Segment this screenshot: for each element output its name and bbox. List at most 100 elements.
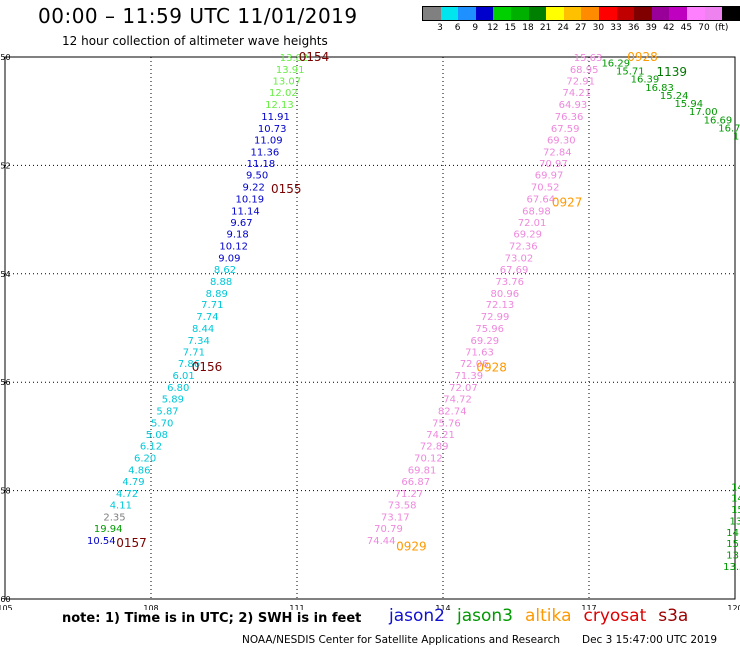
wave-height-value: 74.21 — [563, 88, 592, 99]
wave-height-value: 71.39 — [454, 371, 483, 382]
wave-height-value: 75.96 — [475, 324, 504, 335]
wave-height-value: 4.72 — [116, 489, 138, 500]
wave-height-value: 13.82 — [280, 53, 309, 64]
wave-height-value: 6.01 — [172, 371, 194, 382]
wave-height-value: 14 — [731, 494, 740, 505]
wave-height-value: 70.52 — [531, 183, 560, 194]
wave-height-value: 14.0 — [726, 528, 740, 539]
wave-height-value: 19.94 — [94, 524, 123, 535]
satellite-label-cryosat: cryosat — [583, 606, 647, 626]
wave-height-value: 15.71 — [616, 67, 645, 78]
wave-height-value: 10.54 — [87, 536, 116, 547]
wave-height-value: 72.01 — [518, 218, 547, 229]
wave-height-value: 73.58 — [388, 501, 417, 512]
wave-height-value: 8.88 — [210, 277, 232, 288]
legend-label: 39 — [645, 23, 657, 33]
wave-height-value: 16.83 — [645, 83, 674, 94]
legend-label: (ft) — [714, 23, 729, 33]
wave-height-value: 16.39 — [631, 75, 660, 86]
wave-height-value: 8.62 — [214, 265, 236, 276]
wave-height-value: 74.72 — [443, 394, 472, 405]
wave-height-value: 13.30 — [723, 562, 740, 573]
y-tick-label: -60 — [0, 595, 11, 604]
legend-label: 12 — [487, 23, 499, 33]
wave-height-value: 10.73 — [258, 124, 287, 135]
x-tick-label: 120 — [727, 604, 740, 610]
legend-swatch — [634, 7, 652, 20]
legend-label: 30 — [592, 23, 605, 33]
legend-label: 18 — [522, 23, 534, 33]
legend-label: 45 — [680, 23, 693, 33]
wave-height-value: 82.74 — [438, 406, 467, 417]
wave-height-value: 6.20 — [134, 454, 156, 465]
pass-time-label: 0156 — [192, 360, 223, 374]
wave-height-value: 69.29 — [471, 336, 500, 347]
satellite-label-jason3: jason3 — [457, 606, 513, 626]
legend-swatch — [651, 7, 670, 20]
wave-height-value: 12.02 — [269, 88, 298, 99]
wave-height-value: 15.24 — [660, 91, 689, 102]
wave-height-value: 13.1 — [726, 551, 740, 562]
wave-height-value: 13. — [729, 516, 740, 527]
wave-height-value: 68.95 — [570, 65, 599, 76]
wave-height-value: 7.71 — [183, 347, 205, 358]
wave-height-value: 68.98 — [522, 206, 551, 217]
footer-timestamp: Dec 3 15:47:00 UTC 2019 — [582, 634, 718, 646]
pass-time-label: 0928 — [627, 50, 658, 64]
wave-height-value: 9.50 — [246, 171, 268, 182]
wave-height-value: 72.07 — [449, 383, 478, 394]
legend-swatch — [546, 7, 564, 20]
wave-height-value: 14 — [731, 482, 740, 493]
wave-height-value: 13.07 — [272, 76, 301, 87]
wave-height-value: 6.12 — [140, 442, 162, 453]
y-tick-label: -54 — [0, 270, 11, 279]
satellite-label-altika: altika — [525, 606, 572, 626]
wave-height-value: 67.59 — [551, 124, 580, 135]
wave-height-value: 15.6 — [726, 539, 740, 550]
legend-label: 15 — [504, 23, 517, 33]
wave-height-value: 11.18 — [247, 159, 276, 170]
color-legend: 3 6 9 12 15 18 21 24 27 30 33 36 39 42 45 70 (ft) — [422, 6, 740, 35]
wave-height-value: 7.74 — [196, 312, 218, 323]
wave-height-value: 72.89 — [420, 442, 449, 453]
legend-swatch — [458, 7, 476, 20]
wave-height-value: 72.06 — [460, 359, 489, 370]
x-tick-label: 114 — [435, 604, 450, 610]
wave-height-value: 5.70 — [151, 418, 173, 429]
legend-label: 70 — [698, 23, 710, 33]
wave-height-value: 9.18 — [226, 230, 248, 241]
wave-height-value: 10.12 — [219, 242, 248, 253]
pass-time-label: 0154 — [299, 50, 330, 64]
x-tick-label: 117 — [581, 604, 596, 610]
wave-height-value: 9.67 — [230, 218, 252, 229]
wave-height-value: 69.29 — [513, 230, 542, 241]
legend-label: 24 — [557, 23, 569, 33]
legend-swatch — [563, 7, 582, 20]
pass-time-label: 0157 — [116, 536, 147, 550]
plot-frame — [4, 56, 736, 600]
pass-time-label: 1139 — [656, 65, 687, 79]
wave-height-value: 7.71 — [201, 300, 223, 311]
wave-height-value: 66.87 — [401, 477, 430, 488]
wave-height-value: 74.21 — [426, 430, 455, 441]
legend-swatch — [722, 7, 740, 20]
wave-height-value: 67.64 — [526, 194, 555, 205]
legend-label: 33 — [610, 23, 622, 33]
wave-height-value: 10.19 — [235, 194, 264, 205]
legend-swatch — [581, 7, 599, 20]
y-tick-label: -50 — [0, 53, 11, 62]
legend-label: 21 — [539, 23, 552, 33]
satellite-legend: jason2 jason3 altika cryosat s3a — [389, 606, 700, 626]
wave-height-value: 80.96 — [490, 289, 519, 300]
page-title: 00:00 – 11:59 UTC 11/01/2019 — [38, 4, 358, 28]
wave-height-value: 73.76 — [495, 277, 524, 288]
y-tick-label: -56 — [0, 378, 11, 387]
wave-height-value: 15 — [731, 505, 740, 516]
wave-height-value: 11.14 — [231, 206, 260, 217]
legend-swatch — [475, 7, 494, 20]
wave-height-value: 72.91 — [566, 76, 595, 87]
wave-height-value: 69.30 — [547, 135, 576, 146]
wave-height-value: 16.69 — [704, 115, 733, 126]
wave-height-value: 73.02 — [505, 254, 534, 265]
wave-height-value: 2.35 — [103, 513, 125, 524]
